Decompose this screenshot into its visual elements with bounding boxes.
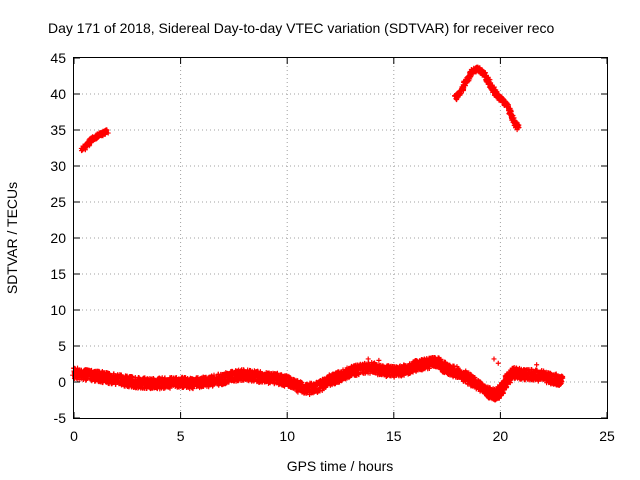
x-axis-label: GPS time / hours [287, 458, 394, 474]
data-point [265, 373, 271, 379]
x-tick-label: 10 [279, 428, 295, 444]
y-tick-label: 35 [50, 122, 66, 138]
x-tick-label: 15 [386, 428, 402, 444]
series-2 [70, 355, 566, 403]
y-tick-label: 5 [58, 338, 66, 354]
y-tick-label: 20 [50, 230, 66, 246]
y-tick-label: 30 [50, 158, 66, 174]
data-point [515, 124, 521, 130]
x-tick-label: 0 [70, 428, 78, 444]
plot-frame [73, 57, 608, 419]
y-tick-label: -5 [54, 410, 67, 426]
chart-title: Day 171 of 2018, Sidereal Day-to-day VTE… [48, 20, 554, 36]
y-tick-label: 45 [50, 50, 66, 66]
data-point [534, 362, 540, 368]
data-point [265, 380, 271, 386]
data-point [299, 379, 305, 385]
y-tick-label: 40 [50, 86, 66, 102]
data-point [190, 386, 196, 392]
y-axis-label: SDTVAR / TECUs [4, 182, 20, 294]
data-point [309, 389, 315, 395]
y-tick-label: 10 [50, 302, 66, 318]
series-1 [452, 64, 522, 133]
data-point [491, 356, 497, 362]
data-point [495, 360, 501, 366]
y-tick-label: 25 [50, 194, 66, 210]
y-tick-label: 0 [58, 374, 66, 390]
y-tick-label: 15 [50, 266, 66, 282]
grid [74, 58, 607, 418]
data-points [70, 64, 566, 403]
data-point [365, 356, 371, 362]
x-tick-label: 20 [493, 428, 509, 444]
data-point [105, 130, 111, 136]
x-tick-label: 5 [177, 428, 185, 444]
x-tick-label: 25 [599, 428, 615, 444]
series-0 [78, 127, 111, 154]
